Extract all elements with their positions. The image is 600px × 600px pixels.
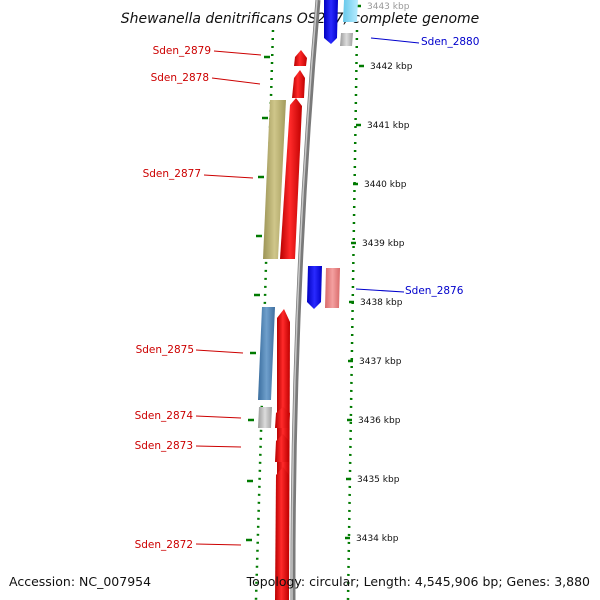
cds-features [258, 0, 358, 600]
cds-sden-2880-grey [340, 33, 353, 46]
scale-tick-label: 3434 kbp [356, 534, 399, 544]
gene-label-sden-2876: Sden_2876 [405, 285, 464, 297]
gene-label-sden-2874: Sden_2874 [135, 410, 194, 422]
cds-sden-2876-blue [307, 266, 322, 309]
gene-label-sden-2872: Sden_2872 [135, 539, 193, 551]
cds-sden-2880-blue [324, 0, 338, 44]
topology-summary: Topology: circular; Length: 4,545,906 bp… [246, 574, 590, 589]
cds-grey-2874 [258, 407, 272, 428]
gene-label-sden-2878: Sden_2878 [151, 72, 209, 84]
gene-label-sden-2875: Sden_2875 [136, 344, 194, 356]
scale-tick-label: 3436 kbp [358, 416, 401, 426]
cds-steel [258, 307, 275, 400]
cds-sden-2879 [294, 50, 307, 66]
cds-sden-2877 [280, 98, 302, 259]
scale-tick-label: 3441 kbp [367, 121, 410, 131]
cds-sden-2872 [275, 467, 289, 600]
scale-tick-label: 3440 kbp [364, 180, 407, 190]
scale-tick-label: 3438 kbp [360, 298, 403, 308]
backbone-arc [290, 0, 321, 600]
outer-track-boundary [346, 29, 359, 600]
map-title: Shewanella denitrificans OS217, complete… [121, 11, 480, 27]
leader-lines [195, 37, 420, 546]
cds-olive [263, 100, 286, 259]
scale-tick-label: 3439 kbp [362, 239, 405, 249]
scale-ruler: 3443 kbp 3442 kbp 3441 kbp 3440 kbp 3439 kbp… [345, 2, 413, 544]
scale-tick-label: 3443 kbp [367, 2, 410, 12]
inner-tick-marks [246, 55, 270, 542]
scale-tick-label: 3435 kbp [357, 475, 400, 485]
scale-tick-label: 3442 kbp [370, 62, 413, 72]
gene-label-sden-2873: Sden_2873 [135, 440, 193, 452]
cds-sden-2878 [292, 70, 305, 98]
cds-sden-2873 [275, 434, 289, 462]
backbone-highlight [291, 0, 318, 600]
scale-tick-label: 3437 kbp [359, 357, 402, 367]
cds-sden-2876-pink [325, 268, 340, 308]
gene-label-sden-2880: Sden_2880 [421, 36, 479, 48]
gene-label-sden-2877: Sden_2877 [143, 168, 201, 180]
cds-sden-2880-cyan [343, 0, 358, 22]
gene-labels: Sden_2879 Sden_2878 Sden_2877 Sden_2875 … [135, 36, 480, 551]
gene-label-sden-2879: Sden_2879 [153, 45, 211, 57]
accession-text: Accession: NC_007954 [9, 574, 151, 589]
cds-sden-2874 [275, 407, 290, 428]
